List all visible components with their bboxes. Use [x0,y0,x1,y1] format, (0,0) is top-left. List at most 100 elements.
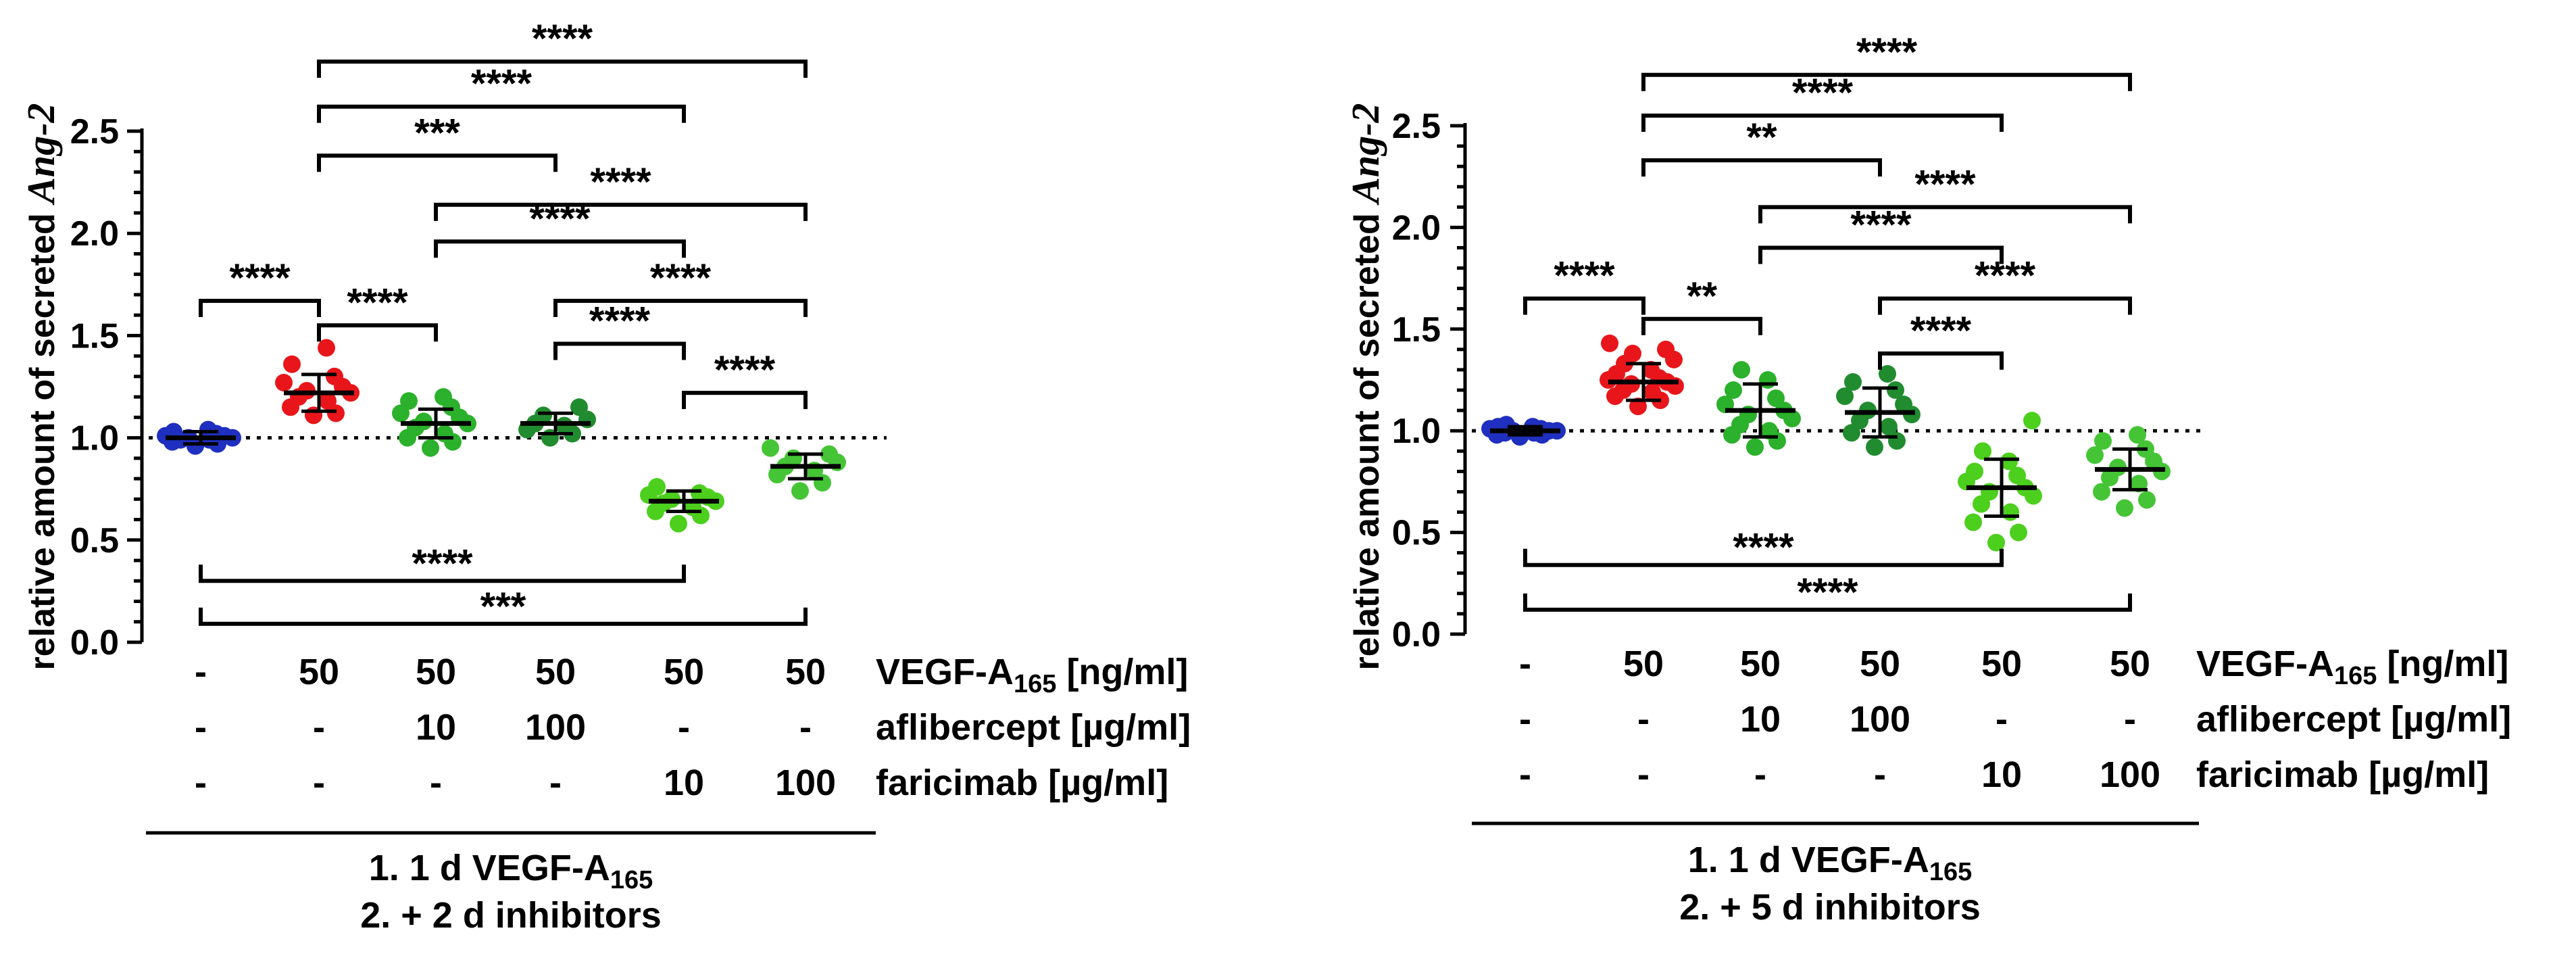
significance-bracket [1758,205,2132,224]
significance-label: **** [650,256,712,300]
data-point [1601,334,1618,352]
data-point [1987,533,2005,552]
row-label-text: aflibercept [µg/ml] [876,707,1191,748]
condition-value: 50 [664,652,704,692]
data-point [1733,360,1750,379]
y-tick-label: 0.5 [70,521,119,560]
condition-row-label: faricimab [µg/ml] [876,763,1168,803]
condition-value: - [1519,754,1531,795]
data-point [820,445,838,463]
condition-value: 50 [1981,644,2022,684]
condition-value: 50 [416,652,456,692]
condition-value: - [1874,754,1886,795]
data-point [2086,446,2104,464]
significance-label: **** [1910,309,1972,353]
condition-value: - [195,707,207,748]
data-point [2000,452,2018,471]
significance-bracket [317,323,438,342]
data-point [1974,442,1991,460]
significance-bracket [1523,548,2004,567]
significance-label: *** [414,111,460,155]
significance-label: **** [529,197,591,241]
condition-value: - [1996,699,2008,740]
significance-bracket [1641,316,1762,335]
condition-value: 10 [1981,754,2022,795]
y-tick-label: 0.0 [1392,615,1441,654]
significance-label: **** [714,348,776,392]
data-point [2010,523,2027,542]
significance-label: **** [590,160,651,204]
y-tick-label: 1.5 [70,316,119,356]
data-point [1657,340,1675,358]
data-point [1624,344,1641,362]
data-point [2008,466,2026,485]
significance-bracket [1523,593,2132,612]
data-point [648,478,666,496]
data-point [1844,373,1862,391]
condition-value: 10 [1740,699,1781,740]
data-point [2138,491,2156,509]
condition-value: 100 [775,763,836,803]
condition-value: - [195,652,207,692]
condition-row-label: VEGF-A165 [ng/ml] [2196,644,2508,690]
significance-bracket [553,298,808,317]
significance-label: **** [347,281,408,324]
significance-label: **** [1733,526,1794,570]
condition-value: - [2124,699,2136,740]
condition-row-label: aflibercept [µg/ml] [876,707,1191,748]
significance-bracket [434,202,808,221]
condition-value: - [678,707,690,748]
row-label-unit: [ng/ml] [1056,652,1188,692]
data-point [570,398,588,416]
significance-bracket [682,391,808,410]
condition-value: - [799,707,812,748]
condition-value: - [1519,644,1531,684]
y-tick-label: 2.0 [70,214,119,254]
significance-label: **** [532,17,593,61]
data-point [283,355,301,373]
significance-bracket [434,239,686,258]
significance-bracket [199,564,686,583]
significance-label: ** [1687,274,1718,318]
data-point [1964,513,1982,531]
significance-label: **** [471,62,532,106]
footer-line-1-subscript: 165 [610,866,653,894]
condition-value: - [313,707,325,748]
data-point [1880,418,1898,436]
row-label-text: VEGF-A [876,652,1014,692]
significance-label: **** [229,256,291,300]
data-point [2002,503,2019,521]
significance-bracket [1641,158,1882,177]
y-tick-label: 1.5 [1392,310,1441,350]
significance-label: ** [1746,116,1777,160]
significance-label: *** [480,585,526,629]
data-point [1760,422,1778,440]
data-point [1642,360,1660,379]
y-tick-label: 0.5 [1392,514,1441,553]
data-point [670,514,687,533]
y-tick-label: 2.0 [1392,208,1441,247]
y-tick-label: 2.5 [70,112,119,151]
significance-bracket [1878,351,2004,370]
footer-line-1: 1. 1 d VEGF-A165 [1688,840,1972,886]
data-point [691,484,708,502]
condition-value: 50 [1623,644,1664,684]
data-point [1629,398,1647,416]
row-label-text: aflibercept [µg/ml] [2196,699,2511,740]
data-point [2129,426,2146,444]
condition-value: 50 [535,652,576,692]
condition-value: 50 [299,652,339,692]
data-point [1895,395,1912,414]
condition-value: - [1754,754,1766,795]
data-point [1746,438,1764,456]
data-point [1866,438,1883,456]
significance-bracket [1523,296,1645,315]
significance-bracket [317,59,808,78]
condition-value: - [1637,754,1650,795]
significance-bracket [1641,72,2132,91]
significance-bracket [1878,296,2132,315]
data-point [791,482,809,500]
condition-value: - [195,763,207,803]
y-axis-label-gene: Ang-2 [19,103,63,206]
